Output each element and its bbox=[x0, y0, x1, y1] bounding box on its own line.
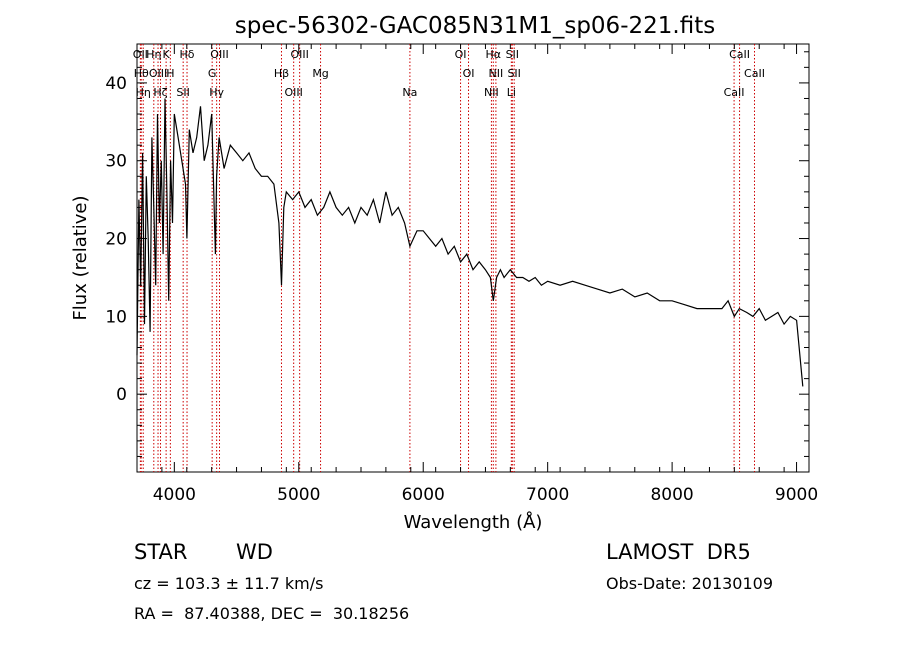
y-tick-label: 20 bbox=[105, 230, 127, 250]
x-tick-label: 8000 bbox=[650, 485, 693, 505]
line-marker-label: SII bbox=[176, 86, 189, 99]
line-marker-label: Na bbox=[402, 86, 417, 99]
object-class: STAR bbox=[134, 540, 188, 564]
line-marker-label: SII bbox=[506, 48, 519, 61]
survey-label: LAMOST DR5 bbox=[606, 540, 751, 564]
y-tick-label: 10 bbox=[105, 307, 127, 327]
y-tick-label: 0 bbox=[116, 385, 127, 405]
line-marker-label: K bbox=[163, 48, 171, 61]
plot-frame bbox=[136, 43, 810, 473]
line-marker-label: Hδ bbox=[180, 48, 195, 61]
line-marker-label: Hη bbox=[146, 48, 161, 61]
obs-date: Obs-Date: 20130109 bbox=[606, 574, 774, 593]
object-subclass: WD bbox=[236, 540, 273, 564]
y-axis: 0 10 20 30 40 bbox=[105, 51, 809, 457]
line-marker-label: G bbox=[208, 67, 217, 80]
line-marker-label: CaII bbox=[724, 86, 745, 99]
line-marker-label: NII bbox=[489, 67, 504, 80]
line-marker-label: H bbox=[166, 67, 174, 80]
x-axis: 4000 5000 6000 7000 8000 9000 bbox=[136, 44, 818, 505]
x-tick-label: 4000 bbox=[153, 485, 196, 505]
y-axis-label: Flux (relative) bbox=[70, 195, 91, 320]
redshift-value: cz = 103.3 ± 11.7 km/s bbox=[134, 574, 324, 593]
spectrum-line bbox=[136, 98, 804, 387]
y-tick-label: 40 bbox=[105, 74, 127, 94]
line-marker-labels: OIIHθHηHηOIIIHζKHSIIHδGHγOIIIHβOIIIOIIIM… bbox=[133, 48, 765, 99]
line-marker-label: CaII bbox=[744, 67, 765, 80]
line-marker-label: Hγ bbox=[209, 86, 224, 99]
line-marker-label: CaII bbox=[729, 48, 750, 61]
line-marker-label: Hθ bbox=[134, 67, 149, 80]
line-marker-label: OIII bbox=[290, 48, 308, 61]
x-tick-label: 6000 bbox=[402, 485, 445, 505]
line-marker-label: OII bbox=[133, 48, 148, 61]
line-marker-label: OIII bbox=[149, 67, 167, 80]
line-marker-label: OIII bbox=[284, 86, 302, 99]
coordinates: RA = 87.40388, DEC = 30.18256 bbox=[134, 604, 410, 623]
line-marker-label: Hβ bbox=[274, 67, 289, 80]
x-tick-label: 9000 bbox=[775, 485, 818, 505]
line-marker-label: Hα bbox=[486, 48, 502, 61]
line-marker-label: OIII bbox=[210, 48, 228, 61]
line-marker-label: NII bbox=[484, 86, 499, 99]
chart-title: spec-56302-GAC085N31M1_sp06-221.fits bbox=[235, 13, 715, 39]
line-marker-label: Mg bbox=[312, 67, 328, 80]
line-marker-label: OI bbox=[455, 48, 467, 61]
line-marker-label: OI bbox=[463, 67, 475, 80]
line-marker-label: Li bbox=[507, 86, 516, 99]
line-markers bbox=[139, 44, 755, 472]
x-tick-label: 7000 bbox=[526, 485, 569, 505]
x-tick-label: 5000 bbox=[277, 485, 320, 505]
y-tick-label: 30 bbox=[105, 152, 127, 172]
x-axis-label: Wavelength (Å) bbox=[404, 511, 543, 533]
line-marker-label: Hζ bbox=[153, 86, 167, 99]
line-marker-label: Hη bbox=[136, 86, 151, 99]
line-marker-label: SII bbox=[507, 67, 520, 80]
